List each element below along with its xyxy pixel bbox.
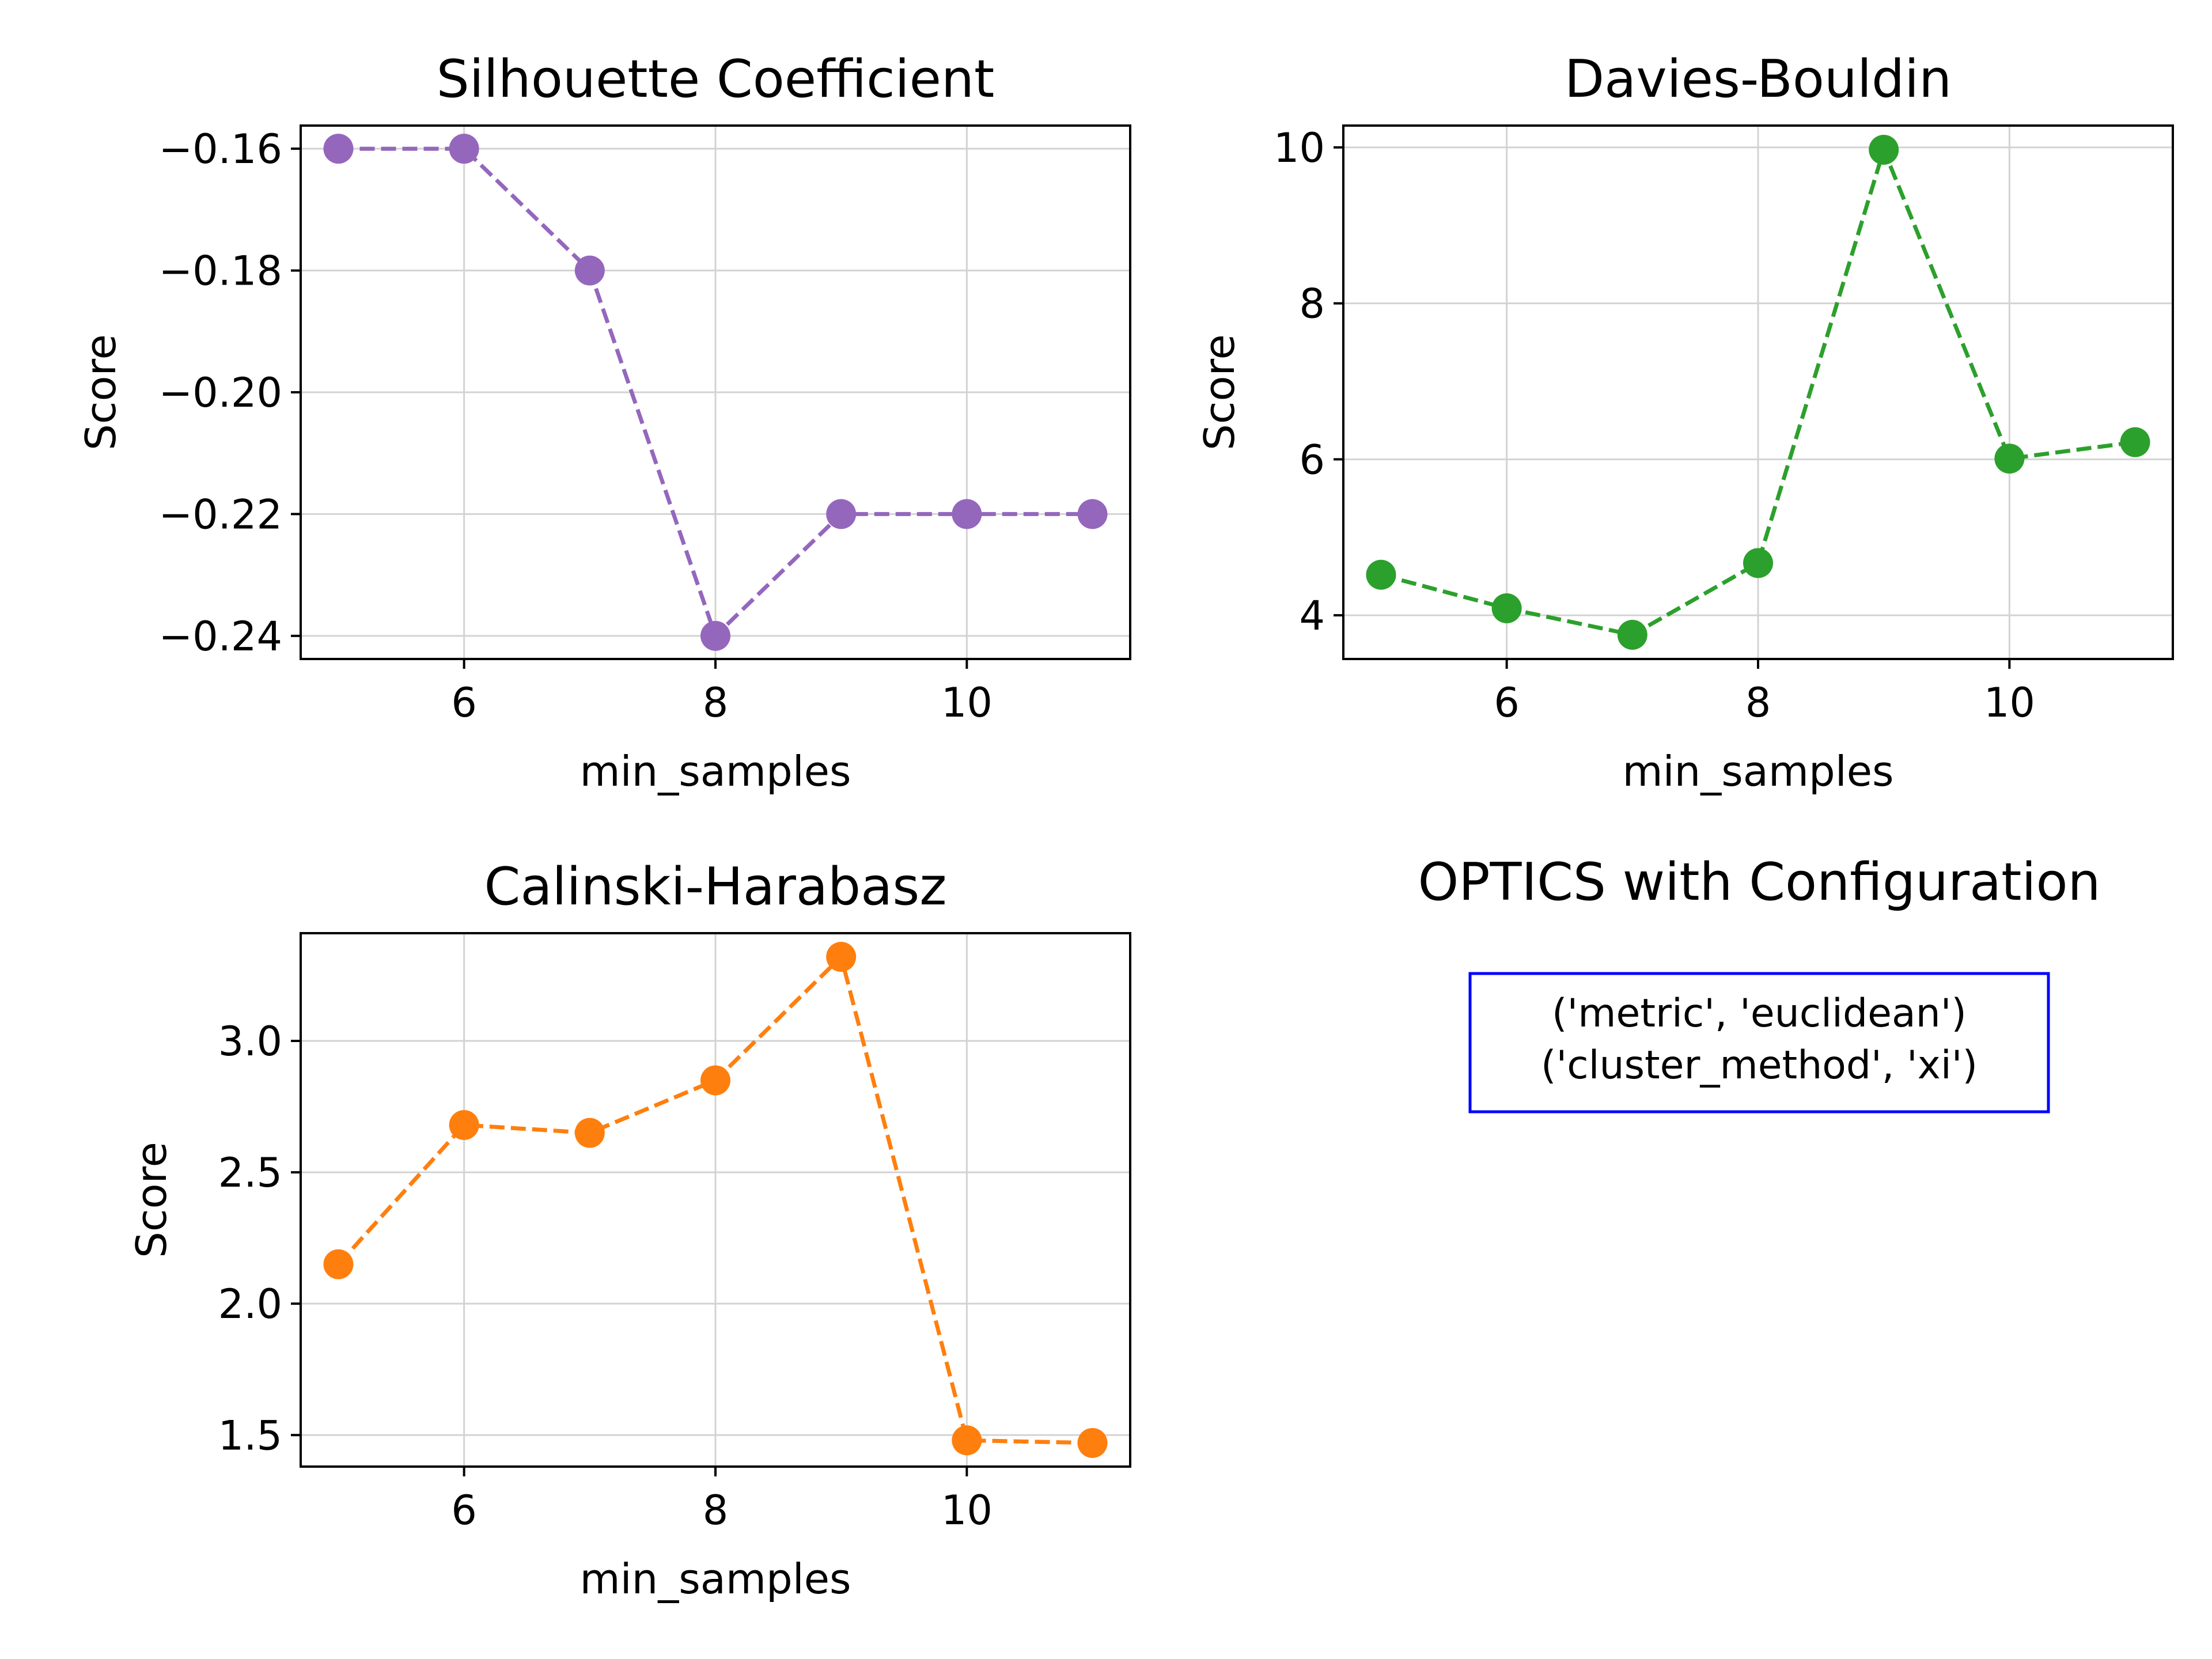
data-point (2120, 427, 2150, 457)
x-tick-label: 6 (451, 1487, 477, 1534)
x-tick-label: 6 (1494, 679, 1520, 726)
y-tick-label: 8 (1299, 281, 1325, 328)
x-axis-label: min_samples (579, 747, 851, 796)
y-tick-label: −0.16 (158, 126, 282, 173)
config-line-metric: ('metric', 'euclidean') (1552, 991, 1967, 1036)
chart-title: Davies-Bouldin (1565, 49, 1952, 109)
y-tick-label: 10 (1274, 124, 1325, 172)
y-tick-label: −0.24 (158, 613, 282, 660)
data-point (449, 1109, 479, 1140)
x-tick-label: 10 (941, 679, 993, 726)
chart-silhouette: 6 8 10 −0.16 −0.18 −0.20 −0.22 −0.24 Silhouette … (77, 49, 1131, 796)
data-point (1077, 1427, 1108, 1458)
data-point (952, 1425, 982, 1456)
data-point (449, 134, 479, 164)
data-point (826, 942, 857, 972)
y-axis-label: Score (127, 1142, 176, 1258)
config-panel-title: OPTICS with Configuration (1418, 852, 2100, 912)
x-axis-label: min_samples (579, 1555, 851, 1603)
x-axis-label: min_samples (1622, 747, 1893, 796)
y-tick-label: 2.5 (218, 1149, 282, 1196)
data-point (574, 255, 605, 286)
x-tick-label: 10 (1984, 679, 2035, 726)
data-point (700, 620, 730, 651)
data-point (826, 499, 857, 529)
data-point (1869, 134, 1899, 165)
y-tick-label: 2.0 (218, 1281, 282, 1328)
y-tick-label: 6 (1299, 436, 1325, 483)
config-line-cluster-method: ('cluster_method', 'xi') (1541, 1043, 1978, 1088)
data-point (700, 1065, 730, 1096)
y-tick-label: 3.0 (218, 1018, 282, 1065)
chart-title: Silhouette Coefficient (437, 49, 995, 109)
data-point (1077, 499, 1108, 529)
config-panel: OPTICS with Configuration ('metric', 'eu… (1418, 852, 2101, 1113)
data-point (1617, 620, 1647, 650)
data-point (1491, 593, 1522, 624)
data-point (323, 1249, 354, 1279)
y-tick-label: 4 (1299, 592, 1325, 639)
y-tick-label: −0.18 (158, 248, 282, 295)
config-box (1468, 972, 2050, 1113)
chart-davies-bouldin: 6 8 10 4 6 8 10 Davies-Bouldin min_samples Score (1195, 49, 2174, 796)
x-tick-label: 10 (941, 1487, 993, 1534)
data-point (1743, 548, 1773, 578)
x-tick-label: 8 (1745, 679, 1771, 726)
data-point (952, 499, 982, 529)
x-tick-label: 6 (451, 679, 477, 726)
y-axis-label: Score (1195, 334, 1244, 450)
y-axis-label: Score (77, 334, 125, 450)
data-point (1366, 559, 1396, 590)
chart-title: Calinski-Harabasz (484, 857, 947, 917)
data-point (323, 134, 354, 164)
y-tick-label: −0.22 (158, 491, 282, 538)
x-tick-label: 8 (703, 679, 729, 726)
y-tick-label: −0.20 (158, 369, 282, 416)
y-tick-label: 1.5 (218, 1412, 282, 1459)
data-point (1994, 444, 2025, 474)
x-tick-label: 8 (703, 1487, 729, 1534)
data-point (574, 1118, 605, 1148)
chart-calinski-harabasz: 6 8 10 1.5 2.0 2.5 3.0 Calinski-Harabasz min_sam… (127, 857, 1131, 1603)
